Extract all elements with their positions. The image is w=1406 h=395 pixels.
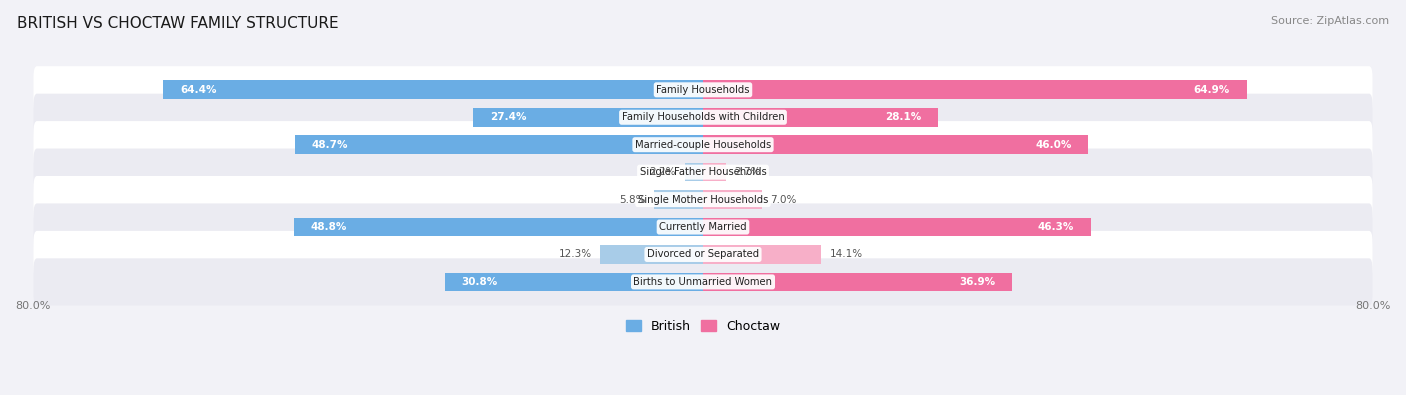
Text: 36.9%: 36.9% (959, 277, 995, 287)
Text: 48.7%: 48.7% (312, 140, 349, 150)
Bar (654, 190, 703, 209)
Text: Family Households: Family Households (657, 85, 749, 95)
Text: 5.8%: 5.8% (620, 195, 645, 205)
Text: Currently Married: Currently Married (659, 222, 747, 232)
Text: 48.8%: 48.8% (311, 222, 347, 232)
Text: Family Households with Children: Family Households with Children (621, 112, 785, 122)
Text: Births to Unmarried Women: Births to Unmarried Women (634, 277, 772, 287)
Text: 30.8%: 30.8% (461, 277, 498, 287)
Bar (703, 273, 1012, 291)
Text: Married-couple Households: Married-couple Households (636, 140, 770, 150)
Text: Source: ZipAtlas.com: Source: ZipAtlas.com (1271, 16, 1389, 26)
Legend: British, Choctaw: British, Choctaw (621, 315, 785, 338)
Bar (703, 108, 938, 126)
Bar (703, 218, 1091, 236)
Bar (474, 108, 703, 126)
Bar (703, 245, 821, 264)
Text: 2.7%: 2.7% (734, 167, 761, 177)
Text: Single Mother Households: Single Mother Households (638, 195, 768, 205)
FancyBboxPatch shape (34, 258, 1372, 305)
Bar (703, 135, 1088, 154)
Text: 64.4%: 64.4% (180, 85, 217, 95)
Text: Divorced or Separated: Divorced or Separated (647, 250, 759, 260)
FancyBboxPatch shape (34, 231, 1372, 278)
FancyBboxPatch shape (34, 94, 1372, 141)
Text: 14.1%: 14.1% (830, 250, 863, 260)
Text: 7.0%: 7.0% (770, 195, 796, 205)
Text: 46.3%: 46.3% (1038, 222, 1074, 232)
Bar (685, 163, 703, 181)
Bar (703, 163, 725, 181)
Bar (444, 273, 703, 291)
Text: 27.4%: 27.4% (491, 112, 527, 122)
Bar (295, 135, 703, 154)
FancyBboxPatch shape (34, 149, 1372, 196)
Bar (703, 190, 762, 209)
Bar (294, 218, 703, 236)
Text: Single Father Households: Single Father Households (640, 167, 766, 177)
Text: 2.2%: 2.2% (650, 167, 676, 177)
Text: 64.9%: 64.9% (1194, 85, 1230, 95)
FancyBboxPatch shape (34, 176, 1372, 223)
Text: 46.0%: 46.0% (1035, 140, 1071, 150)
Bar (600, 245, 703, 264)
FancyBboxPatch shape (34, 66, 1372, 113)
Text: 28.1%: 28.1% (886, 112, 922, 122)
Text: 12.3%: 12.3% (558, 250, 592, 260)
Bar (703, 81, 1247, 99)
Text: BRITISH VS CHOCTAW FAMILY STRUCTURE: BRITISH VS CHOCTAW FAMILY STRUCTURE (17, 16, 339, 31)
FancyBboxPatch shape (34, 121, 1372, 168)
Bar (163, 81, 703, 99)
FancyBboxPatch shape (34, 203, 1372, 251)
